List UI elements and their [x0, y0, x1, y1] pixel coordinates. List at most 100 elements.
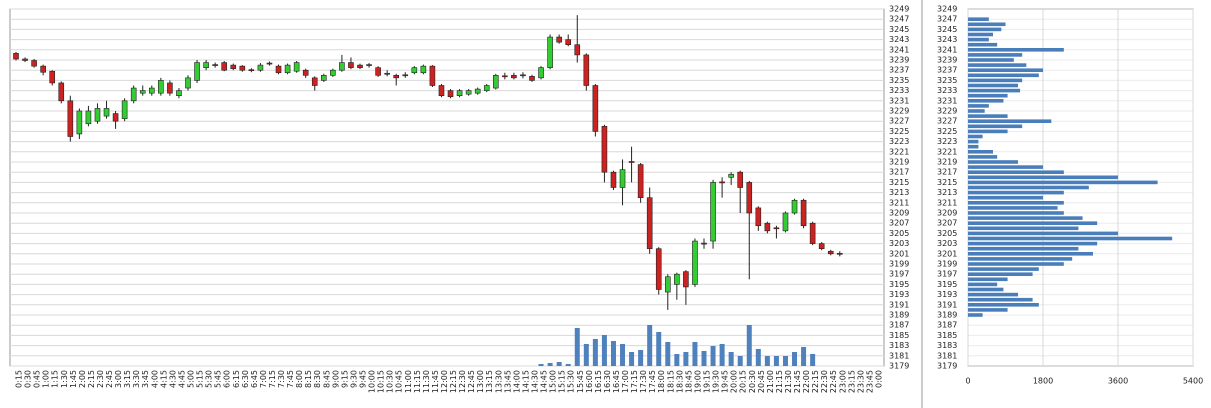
volume-bar — [792, 352, 798, 366]
candle-body — [664, 276, 671, 293]
profile-bar — [968, 308, 1008, 312]
candle-body — [148, 87, 155, 94]
volume-bar — [719, 344, 725, 366]
volume-bar — [656, 332, 662, 366]
profile-bar — [968, 155, 998, 159]
y-tick-label: 3229 — [889, 107, 909, 116]
y-tick-label: 3197 — [937, 270, 957, 279]
volume-bar — [701, 351, 707, 366]
profile-bar — [968, 206, 1058, 210]
y-tick-label: 3205 — [889, 229, 909, 238]
y-tick-label: 3215 — [937, 178, 957, 187]
volume-bar — [601, 335, 607, 366]
profile-bar — [968, 93, 1008, 98]
x-tick-label: 14:30 — [531, 370, 540, 393]
profile-bar — [968, 236, 1173, 241]
x-tick-label: 3600 — [1108, 377, 1128, 386]
x-tick-label: 13:30 — [494, 370, 503, 393]
x-tick-label: 9:45 — [359, 370, 368, 388]
candle-body — [511, 75, 517, 79]
y-tick-label: 3239 — [889, 56, 909, 65]
candle-body — [375, 67, 381, 76]
y-tick-label: 3241 — [889, 45, 909, 54]
candle-body — [185, 77, 191, 89]
x-tick-label: 7:00 — [259, 370, 268, 388]
x-tick-label: 5400 — [1183, 377, 1203, 386]
candle-body — [221, 62, 228, 71]
y-tick-label: 3227 — [889, 117, 909, 126]
profile-bar — [968, 287, 1004, 292]
candle-body — [764, 222, 771, 232]
profile-bar — [968, 99, 1004, 103]
candle-body — [827, 250, 834, 255]
profile-bar — [968, 114, 1008, 118]
volume-bar — [583, 344, 589, 366]
candle-body — [610, 171, 617, 188]
x-tick-label: 1:15 — [51, 370, 60, 388]
candle-body — [601, 126, 608, 173]
volume-bar — [592, 339, 598, 366]
volume-bar — [683, 352, 689, 366]
y-tick-label: 3221 — [937, 147, 957, 156]
profile-bar — [968, 134, 983, 139]
y-tick-label: 3221 — [889, 147, 909, 156]
y-tick-label: 3211 — [889, 198, 909, 207]
x-tick-label: 15:30 — [567, 370, 576, 393]
x-tick-label: 9:15 — [340, 370, 349, 388]
y-tick-label: 3189 — [937, 311, 957, 320]
x-tick-label: 14:15 — [521, 370, 530, 393]
x-tick-label: 22:45 — [829, 370, 838, 393]
candle-body — [275, 65, 282, 74]
y-tick-label: 3229 — [937, 107, 957, 116]
candle-body — [320, 75, 327, 81]
candle-body — [284, 64, 291, 74]
profile-bar — [968, 160, 1018, 164]
y-tick-label: 3217 — [937, 168, 957, 177]
x-tick-label: 19:15 — [703, 370, 712, 393]
x-tick-label: 14:45 — [540, 370, 549, 393]
y-tick-label: 3213 — [937, 188, 957, 197]
x-tick-label: 20:45 — [757, 370, 766, 393]
profile-bar — [968, 195, 1043, 200]
profile-bar — [968, 282, 998, 287]
y-tick-label: 3211 — [937, 198, 957, 207]
volume-bar — [565, 364, 571, 366]
x-tick-label: 0:30 — [24, 370, 33, 388]
profile-bar — [968, 32, 993, 37]
x-tick-label: 18:30 — [675, 370, 684, 393]
x-tick-label: 2:00 — [78, 370, 87, 388]
candle-body — [710, 182, 716, 242]
x-tick-label: 5:00 — [187, 370, 196, 388]
candle-body — [728, 173, 734, 178]
profile-bar — [968, 129, 1008, 134]
profile-bar — [968, 53, 1023, 57]
candle-body — [465, 90, 472, 95]
candle-body — [655, 248, 662, 290]
profile-bar — [968, 221, 1098, 225]
candle-body — [492, 75, 499, 89]
candle-body — [257, 64, 264, 71]
x-tick-label: 23:30 — [856, 370, 865, 393]
x-tick-label: 11:15 — [413, 370, 422, 393]
profile-bar — [968, 150, 993, 154]
x-tick-label: 15:00 — [549, 370, 558, 393]
y-tick-label: 3219 — [889, 158, 909, 167]
y-tick-label: 3235 — [889, 76, 909, 85]
x-tick-label: 7:30 — [277, 370, 286, 388]
x-tick-label: 0:45 — [33, 370, 42, 388]
x-tick-label: 12:45 — [467, 370, 476, 393]
profile-bar — [968, 73, 1039, 78]
x-tick-label: 8:45 — [322, 370, 331, 388]
profile-bar — [968, 144, 979, 149]
x-tick-label: 19:45 — [721, 370, 730, 393]
candle-body — [556, 36, 562, 43]
y-tick-label: 3179 — [937, 362, 957, 371]
candle-body — [384, 72, 390, 75]
x-tick-label: 3:45 — [141, 370, 150, 388]
y-tick-label: 3245 — [937, 25, 957, 34]
volume-bar — [737, 356, 743, 366]
candle-body — [339, 62, 345, 71]
profile-bar — [968, 216, 1083, 220]
x-tick-label: 8:30 — [313, 370, 322, 388]
y-tick-label: 3215 — [889, 178, 909, 187]
